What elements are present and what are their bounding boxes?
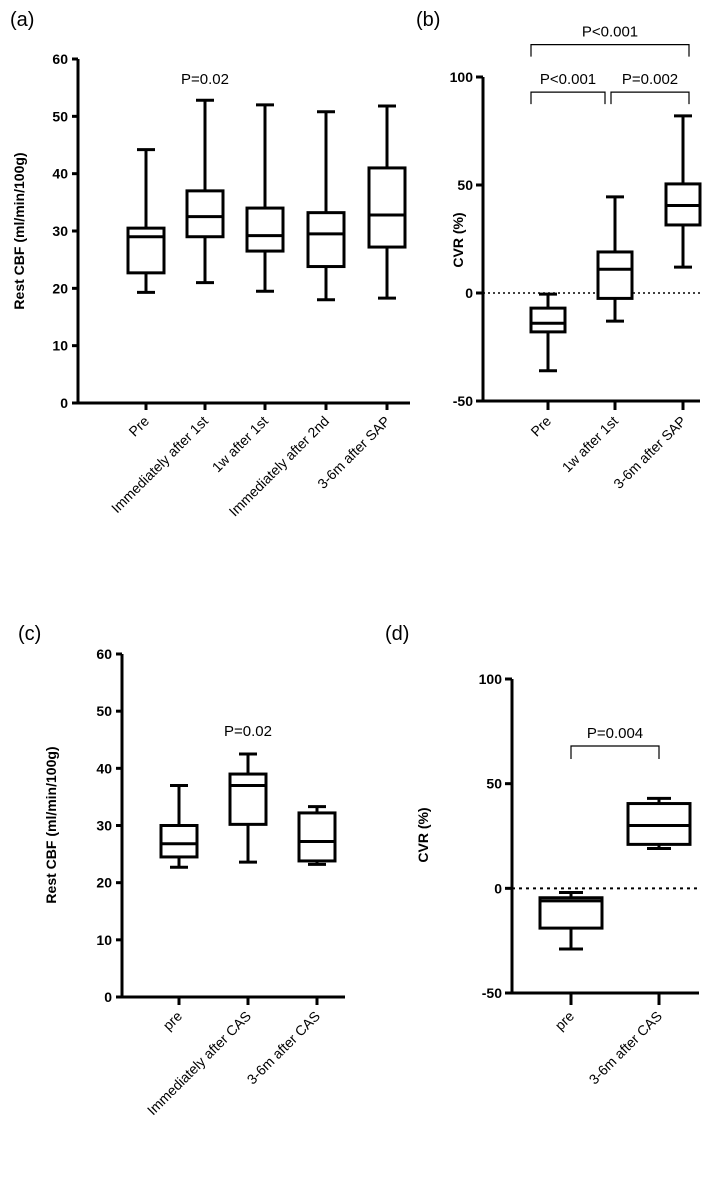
box-iqr: [626, 802, 692, 846]
y-tick-label: 0: [465, 285, 473, 301]
p-value-annotation: P=0.02: [224, 723, 272, 740]
p-value-label: P=0.002: [622, 71, 678, 88]
box-iqr: [126, 226, 166, 275]
x-tick-label: 3-6m after CAS: [244, 1008, 324, 1088]
y-tick-label: 20: [96, 875, 112, 891]
panel-c: (c) Rest CBF (ml/min/100g) 0 10 20 30 40 50 60 pr…: [18, 623, 345, 1118]
p-value-annotation: P=0.02: [181, 71, 229, 88]
y-tick-label: 50: [96, 703, 112, 719]
y-tick-label: 30: [96, 818, 112, 834]
x-tick-label: Immediately after CAS: [144, 1008, 254, 1118]
y-tick-label: 40: [96, 760, 112, 776]
y-tick-label: 10: [96, 932, 112, 948]
y-axis-label-b: CVR (%): [450, 212, 466, 267]
significance-bracket: [570, 745, 660, 759]
y-axis-label-a: Rest CBF (ml/min/100g): [11, 152, 27, 309]
significance-bracket: [530, 91, 606, 105]
box-iqr: [367, 166, 407, 249]
x-tick-label: 3-6m after CAS: [586, 1008, 666, 1088]
box-iqr: [245, 206, 285, 253]
y-tick-label: 0: [104, 989, 112, 1005]
box-iqr: [529, 306, 567, 334]
y-tick-label: 30: [52, 223, 68, 239]
panel-label-b: (b): [416, 9, 440, 31]
x-tick-label: 1w after 1st: [559, 413, 622, 476]
y-tick-label: 100: [479, 671, 503, 687]
significance-bracket: [610, 91, 690, 105]
y-tick-label: 60: [52, 51, 68, 67]
box-iqr: [159, 824, 199, 859]
y-tick-label: 50: [52, 108, 68, 124]
x-tick-label: pre: [551, 1008, 577, 1034]
panel-label-a: (a): [10, 9, 34, 31]
y-tick-label: 0: [60, 395, 68, 411]
y-tick-label: 0: [494, 880, 502, 896]
y-tick-label: 50: [457, 177, 473, 193]
significance-bracket: [530, 44, 690, 57]
x-tick-label: Pre: [125, 413, 152, 440]
y-tick-label: -50: [453, 393, 473, 409]
y-tick-label: 10: [52, 338, 68, 354]
x-tick-label: Immediately after 1st: [108, 413, 211, 516]
p-value-label: P=0.004: [587, 725, 643, 742]
panel-label-c: (c): [18, 623, 41, 645]
y-tick-label: 50: [486, 776, 502, 792]
box-iqr: [297, 811, 337, 863]
y-tick-label: 60: [96, 646, 112, 662]
panel-a: (a) Rest CBF (ml/min/100g) 0 10 20 30 40 50 60 Pr…: [10, 9, 410, 519]
x-tick-label: pre: [159, 1008, 185, 1034]
panel-label-d: (d): [385, 623, 409, 645]
x-tick-label: Immediately after 2nd: [226, 413, 333, 520]
box-iqr: [228, 772, 268, 826]
panel-d: (d) CVR (%) -50 0 50 100 pre 3-6m after CAS P=0.…: [385, 623, 699, 1087]
box-iqr: [596, 250, 634, 300]
y-tick-label: 20: [52, 280, 68, 296]
y-tick-label: 100: [450, 69, 474, 85]
x-tick-label: 3-6m after SAP: [610, 413, 689, 492]
y-axis-label-c: Rest CBF (ml/min/100g): [43, 746, 59, 903]
box-iqr: [185, 189, 225, 239]
y-axis-label-d: CVR (%): [415, 807, 431, 862]
x-tick-label: Pre: [527, 413, 554, 440]
box-iqr: [306, 211, 346, 269]
y-tick-label: 40: [52, 166, 68, 182]
p-value-label: P<0.001: [540, 71, 596, 88]
p-value-label: P<0.001: [582, 24, 638, 41]
y-tick-label: -50: [482, 985, 502, 1001]
x-tick-label: 1w after 1st: [209, 413, 272, 476]
box-iqr: [538, 896, 604, 930]
